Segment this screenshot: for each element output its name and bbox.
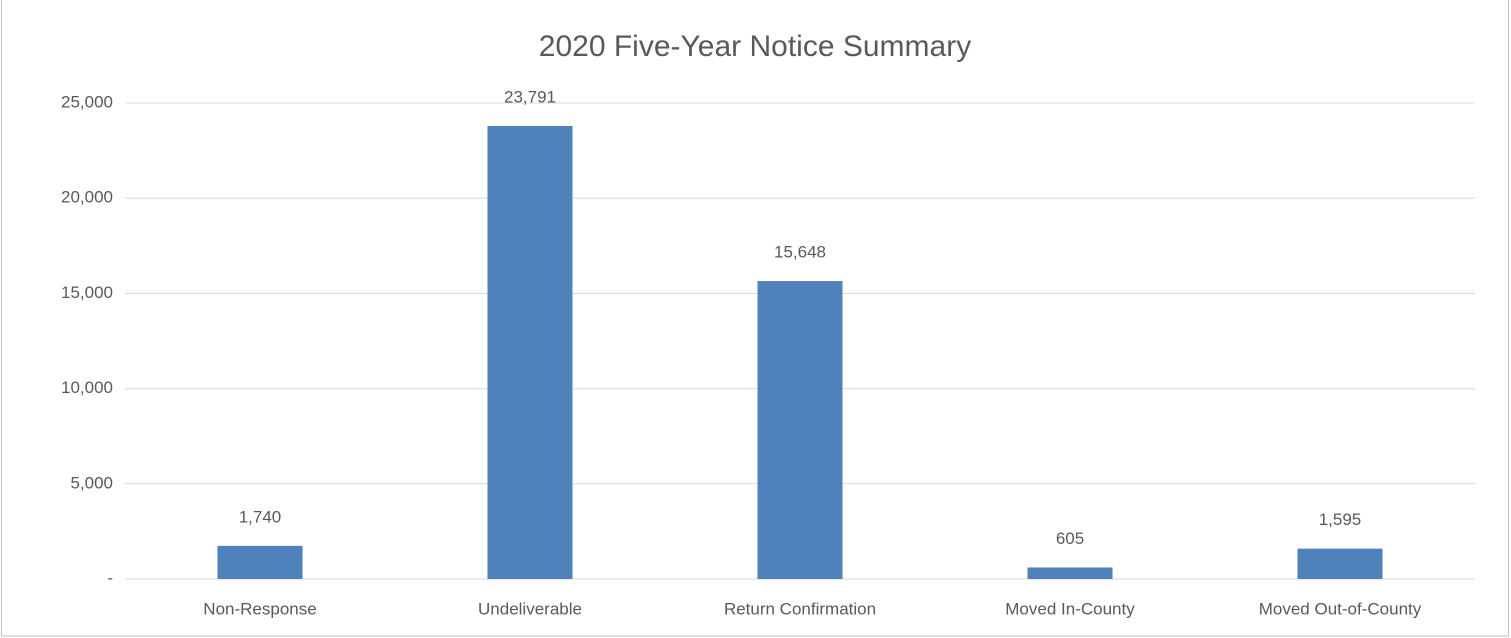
chart-title: 2020 Five-Year Notice Summary [539,30,971,63]
y-tick-label: 10,000 [61,378,113,397]
y-tick-label: 25,000 [61,92,113,111]
bar [487,126,573,580]
data-label: 1,740 [239,507,282,526]
bar [1297,548,1383,579]
bar [217,545,303,579]
x-tick-label: Undeliverable [478,599,582,618]
y-tick-label: - [107,568,113,587]
x-tick-label: Moved Out-of-County [1259,599,1422,618]
x-tick-label: Moved In-County [1005,599,1135,618]
bar [1027,567,1113,579]
x-tick-label: Return Confirmation [724,599,876,618]
data-label: 15,648 [774,243,826,262]
x-tick-label: Non-Response [203,599,316,618]
data-label: 605 [1056,529,1084,548]
data-label: 1,595 [1319,510,1362,529]
data-label: 23,791 [504,88,556,107]
y-tick-label: 20,000 [61,188,113,207]
bar [757,281,843,579]
y-tick-label: 15,000 [61,283,113,302]
y-tick-label: 5,000 [70,473,113,492]
